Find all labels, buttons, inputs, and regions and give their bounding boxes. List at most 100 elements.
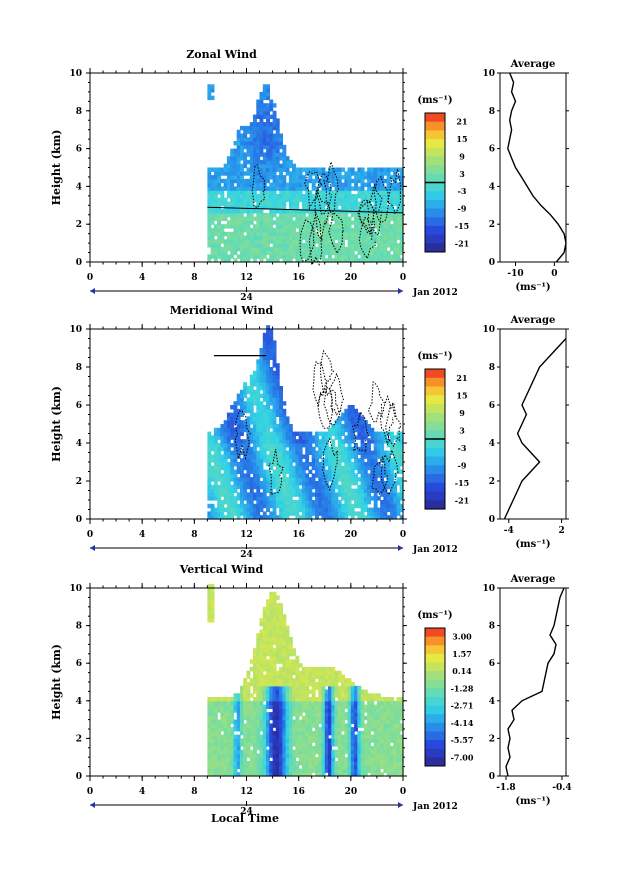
heatmap-cell <box>337 416 342 421</box>
heatmap-cell <box>279 194 283 199</box>
heatmap-cell <box>321 496 326 501</box>
heatmap-cell <box>376 496 381 501</box>
heatmap-cell <box>259 378 264 383</box>
heatmap-cell <box>344 730 349 736</box>
heatmap-cell <box>383 224 388 229</box>
heatmap <box>207 325 404 520</box>
heatmap-cell <box>301 454 306 459</box>
heatmap-cell <box>207 488 212 493</box>
heatmap-cell <box>383 515 388 520</box>
heatmap-cell <box>363 727 368 732</box>
heatmap-cell <box>279 431 283 436</box>
heatmap-cell <box>233 175 238 180</box>
heatmap-cell <box>288 715 293 721</box>
heatmap-cell <box>249 712 254 717</box>
heatmap-cell <box>246 682 251 687</box>
heatmap-cell <box>272 424 277 429</box>
heatmap-cell <box>262 727 267 732</box>
heatmap-cell <box>256 125 261 131</box>
heatmap-cell <box>334 182 339 187</box>
heatmap-cell <box>347 178 352 184</box>
heatmap-cell <box>249 156 254 161</box>
heatmap-cell <box>282 667 287 672</box>
heatmap-cell <box>360 197 365 203</box>
heatmap-cell <box>305 682 310 687</box>
heatmap-cell <box>279 648 283 653</box>
heatmap-cell <box>223 212 228 218</box>
heatmap-cell <box>279 659 283 664</box>
heatmap-cell <box>266 454 270 459</box>
heatmap-cell <box>207 239 212 244</box>
heatmap-cell <box>298 727 303 732</box>
heatmap-cell <box>288 507 293 512</box>
heatmap-cell <box>305 484 310 490</box>
heatmap-cell <box>347 405 352 410</box>
heatmap-cell <box>357 496 362 501</box>
heatmap-cell <box>301 205 306 210</box>
heatmap-cell <box>308 190 313 195</box>
heatmap-cell <box>282 205 287 210</box>
heatmap-cell <box>256 496 261 501</box>
heatmap-cell <box>393 435 398 440</box>
heatmap-cell <box>367 745 371 751</box>
heatmap-cell <box>331 507 336 512</box>
heatmap-cell <box>217 175 222 180</box>
heatmap-cell <box>344 258 349 263</box>
heatmap-cell <box>249 378 254 383</box>
heatmap-cell <box>230 250 235 256</box>
heatmap-cell <box>334 727 339 732</box>
heatmap-cell <box>383 209 388 214</box>
heatmap-cell <box>266 727 270 732</box>
heatmap-cell <box>367 431 371 436</box>
heatmap-cell <box>305 670 310 676</box>
heatmap-cell <box>256 685 261 691</box>
heatmap-cell <box>354 212 358 218</box>
heatmap-cell <box>311 209 316 214</box>
heatmap-cell <box>233 454 238 459</box>
heatmap-cell <box>262 152 267 157</box>
heatmap-cell <box>246 129 251 135</box>
heatmap-cell <box>285 757 290 762</box>
heatmap-cell <box>347 723 352 728</box>
heatmap-cell <box>269 503 274 509</box>
heatmap-cell <box>344 216 349 221</box>
heatmap-cell <box>295 439 300 444</box>
heatmap-cell <box>383 239 388 244</box>
heatmap-cell <box>240 125 244 131</box>
heatmap-cell <box>259 674 264 679</box>
heatmap-cell <box>334 734 339 739</box>
heatmap-cell <box>223 697 228 702</box>
heatmap-cell <box>282 633 287 638</box>
heatmap-cell <box>282 621 287 627</box>
heatmap-cell <box>243 723 248 728</box>
heatmap-cell <box>344 764 349 770</box>
heatmap-cell <box>262 439 267 444</box>
heatmap-cell <box>259 749 264 755</box>
heatmap-cell <box>288 205 293 210</box>
heatmap-cell <box>383 435 388 440</box>
heatmap-cell <box>288 239 293 244</box>
heatmap-cell <box>341 503 345 509</box>
heatmap-cell <box>259 764 264 770</box>
heatmap-cell <box>272 363 277 368</box>
heatmap-cell <box>344 416 349 421</box>
heatmap-cell <box>380 507 385 512</box>
heatmap-cell <box>380 167 385 172</box>
heatmap-cell <box>279 190 283 195</box>
heatmap-cell <box>266 122 270 127</box>
heatmap-cell <box>233 435 238 440</box>
heatmap-cell <box>328 175 332 180</box>
heatmap-cell <box>249 386 254 391</box>
heatmap-cell <box>334 685 339 691</box>
average-y-tick-label: 4 <box>489 439 495 449</box>
heatmap-cell <box>282 674 287 679</box>
heatmap-cell <box>230 753 235 758</box>
heatmap-cell <box>328 742 332 747</box>
heatmap-cell <box>344 462 349 467</box>
heatmap-cell <box>269 382 274 387</box>
heatmap-cell <box>266 133 270 138</box>
heatmap-cell <box>301 462 306 467</box>
heatmap-cell <box>249 254 254 259</box>
heatmap-cell <box>249 727 254 732</box>
heatmap-cell <box>240 749 244 755</box>
